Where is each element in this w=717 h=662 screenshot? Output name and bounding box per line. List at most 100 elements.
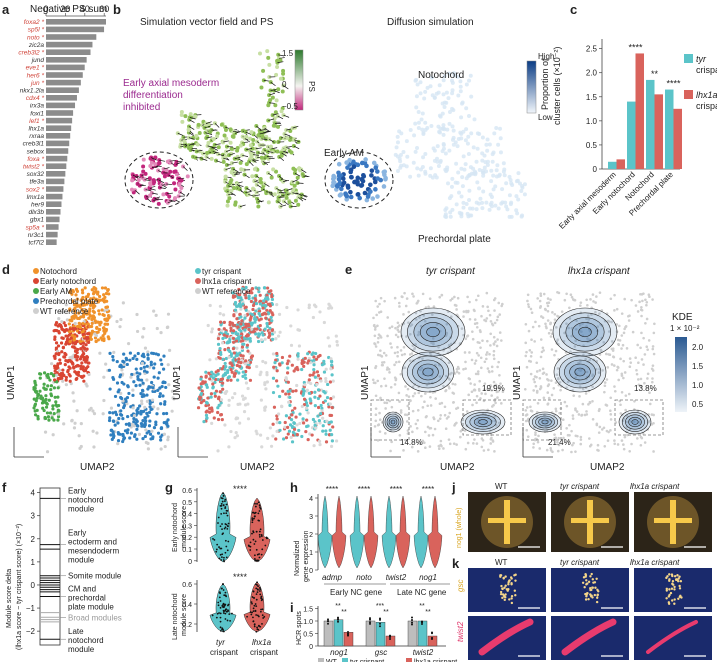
g-tick-label: 0 xyxy=(188,559,192,566)
b-cell xyxy=(295,180,300,185)
e-bg-cell xyxy=(558,381,562,384)
b-cell xyxy=(143,187,148,192)
e-bg-cell xyxy=(534,384,538,388)
k-gsc-spot xyxy=(508,598,511,601)
e-bg-cell xyxy=(475,321,479,325)
e-bg-cell xyxy=(478,329,482,332)
k-gsc-spot xyxy=(672,583,675,586)
d-cell-left xyxy=(120,380,124,385)
f-box xyxy=(39,487,61,646)
d-cell-right xyxy=(235,346,239,350)
a-gene-dlx3b: dlx3b xyxy=(28,209,44,216)
b-cell xyxy=(235,145,240,150)
b-diff-am-cell xyxy=(337,193,343,198)
b-diff-cell xyxy=(423,120,428,125)
g-dot xyxy=(224,594,227,597)
b-arrow xyxy=(248,161,254,166)
f-ytick-label: −2 xyxy=(26,627,36,636)
b-arrow xyxy=(272,113,279,116)
e-bg-cell xyxy=(478,341,481,345)
d-cell-left xyxy=(81,341,86,345)
e-bg-cell xyxy=(490,394,493,397)
d-legend-l0: Notochord xyxy=(40,267,77,276)
d-cell-left xyxy=(64,378,68,382)
e-bg-cell xyxy=(473,438,476,441)
d-cell-left xyxy=(56,412,61,416)
d-cell-left xyxy=(127,423,131,427)
d-cell-right xyxy=(239,353,243,357)
d-cell-left xyxy=(122,436,127,440)
e-bg-cell xyxy=(452,401,455,404)
d-cell-left xyxy=(134,384,138,388)
b-arrow xyxy=(234,156,241,160)
d-cell-right xyxy=(319,403,323,408)
d-cell-right xyxy=(221,381,225,385)
e-bg-cell xyxy=(602,341,606,344)
b-arrow xyxy=(264,183,270,187)
d-cell-left xyxy=(122,362,126,367)
d-cell-left xyxy=(126,428,130,432)
d-cell-right xyxy=(277,312,282,316)
b-diff-cell xyxy=(480,200,485,205)
g-dot xyxy=(223,556,225,559)
b-cell xyxy=(186,127,191,132)
d-cell-right xyxy=(217,395,221,399)
d-cell-right xyxy=(328,413,332,418)
e-bg-cell xyxy=(384,354,388,357)
d-cell-right xyxy=(275,379,279,383)
d-cell-left xyxy=(68,379,72,383)
e-bg-cell xyxy=(473,322,477,326)
i-tick-label: 1.0 xyxy=(303,619,313,626)
b-diff-cell xyxy=(471,145,476,150)
d-cell-right xyxy=(251,303,256,308)
e-bg-cell xyxy=(600,336,604,340)
d-cell-right xyxy=(316,373,321,378)
kde-label: KDE xyxy=(672,312,693,323)
d-cell-right xyxy=(218,304,222,308)
d-cell-right xyxy=(230,396,235,400)
b-diff-cell xyxy=(498,136,503,141)
e-bg-cell xyxy=(493,309,496,312)
e-bg-cell xyxy=(467,377,471,380)
h-violin xyxy=(381,495,397,569)
g-dot xyxy=(223,560,226,563)
panel-a-letter: a xyxy=(2,2,10,17)
d-cell-left xyxy=(67,322,71,326)
d-cell-left xyxy=(63,323,68,328)
e-bg-cell xyxy=(496,338,499,341)
b-arrow xyxy=(245,131,252,135)
b-arrow xyxy=(225,167,232,170)
d-cell-right xyxy=(264,299,268,304)
d-cell-right xyxy=(329,397,333,401)
e-bg-cell xyxy=(393,296,397,300)
e-bg-cell xyxy=(635,372,639,376)
d-cell-right xyxy=(323,399,327,403)
b-diff-cell xyxy=(450,88,455,93)
e-bg-cell xyxy=(440,293,444,297)
panel-f-letter: f xyxy=(2,480,7,495)
a-gene-jun: jun * xyxy=(30,80,44,87)
e-contour xyxy=(469,414,497,430)
g-x1a: tyr xyxy=(216,638,225,647)
a-gene-cdx4: cdx4 * xyxy=(26,95,45,102)
d-cell-right xyxy=(241,302,245,306)
e-bg-cell xyxy=(412,295,415,298)
e-bg-cell xyxy=(535,370,539,373)
e-bg-cell xyxy=(597,409,601,413)
b-cell xyxy=(260,134,265,139)
g-dot xyxy=(255,593,258,596)
e-bg-cell xyxy=(585,317,588,321)
e-bg-cell xyxy=(538,387,542,391)
e-bg-cell xyxy=(651,377,654,380)
d-cell-left xyxy=(87,340,91,344)
e-bg-cell xyxy=(592,300,595,303)
d-cell-left xyxy=(55,364,60,368)
e-bg-cell xyxy=(481,305,485,308)
e-bg-cell xyxy=(565,427,568,430)
g-tick-label: 0.2 xyxy=(182,622,192,629)
d-cell-right xyxy=(321,424,325,428)
b-cell xyxy=(180,119,185,124)
h-gene-label: nog1 xyxy=(419,573,437,582)
k-gsc-spot xyxy=(506,589,509,592)
e-bg-cell xyxy=(455,407,458,410)
